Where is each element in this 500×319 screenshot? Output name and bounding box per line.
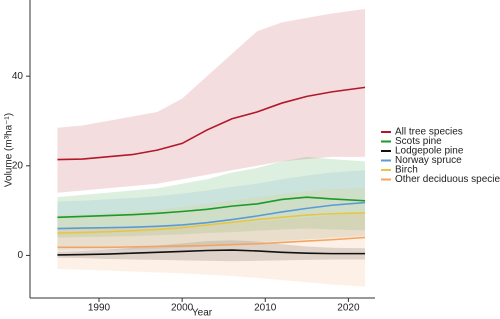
series-line — [57, 86, 366, 161]
y-axis-label: Volume (m³ha⁻¹) — [4, 113, 15, 187]
y-tick-label: 20 — [12, 160, 24, 171]
series-line — [57, 196, 366, 219]
legend-label: All tree species — [395, 127, 463, 138]
x-tick-label: 2020 — [337, 303, 360, 314]
series-line — [57, 201, 366, 230]
y-tick-label: 0 — [17, 250, 23, 261]
x-tick-label: 1990 — [88, 303, 111, 314]
series-line — [57, 212, 366, 234]
series-line — [57, 236, 366, 249]
series-line — [57, 249, 366, 256]
confidence-band — [57, 188, 366, 249]
confidence-band — [57, 8, 366, 193]
x-tick-label: 2010 — [254, 303, 277, 314]
legend-label: Scots pine — [395, 136, 442, 147]
x-axis-label: Year — [192, 308, 213, 319]
y-tick-label: 40 — [12, 71, 24, 82]
legend-label: Other deciduous species — [395, 174, 500, 185]
legend-label: Norway spruce — [395, 155, 462, 166]
legend-label: Birch — [395, 165, 418, 176]
legend-label: Lodgepole pine — [395, 146, 464, 157]
x-tick-label: 2000 — [171, 303, 194, 314]
